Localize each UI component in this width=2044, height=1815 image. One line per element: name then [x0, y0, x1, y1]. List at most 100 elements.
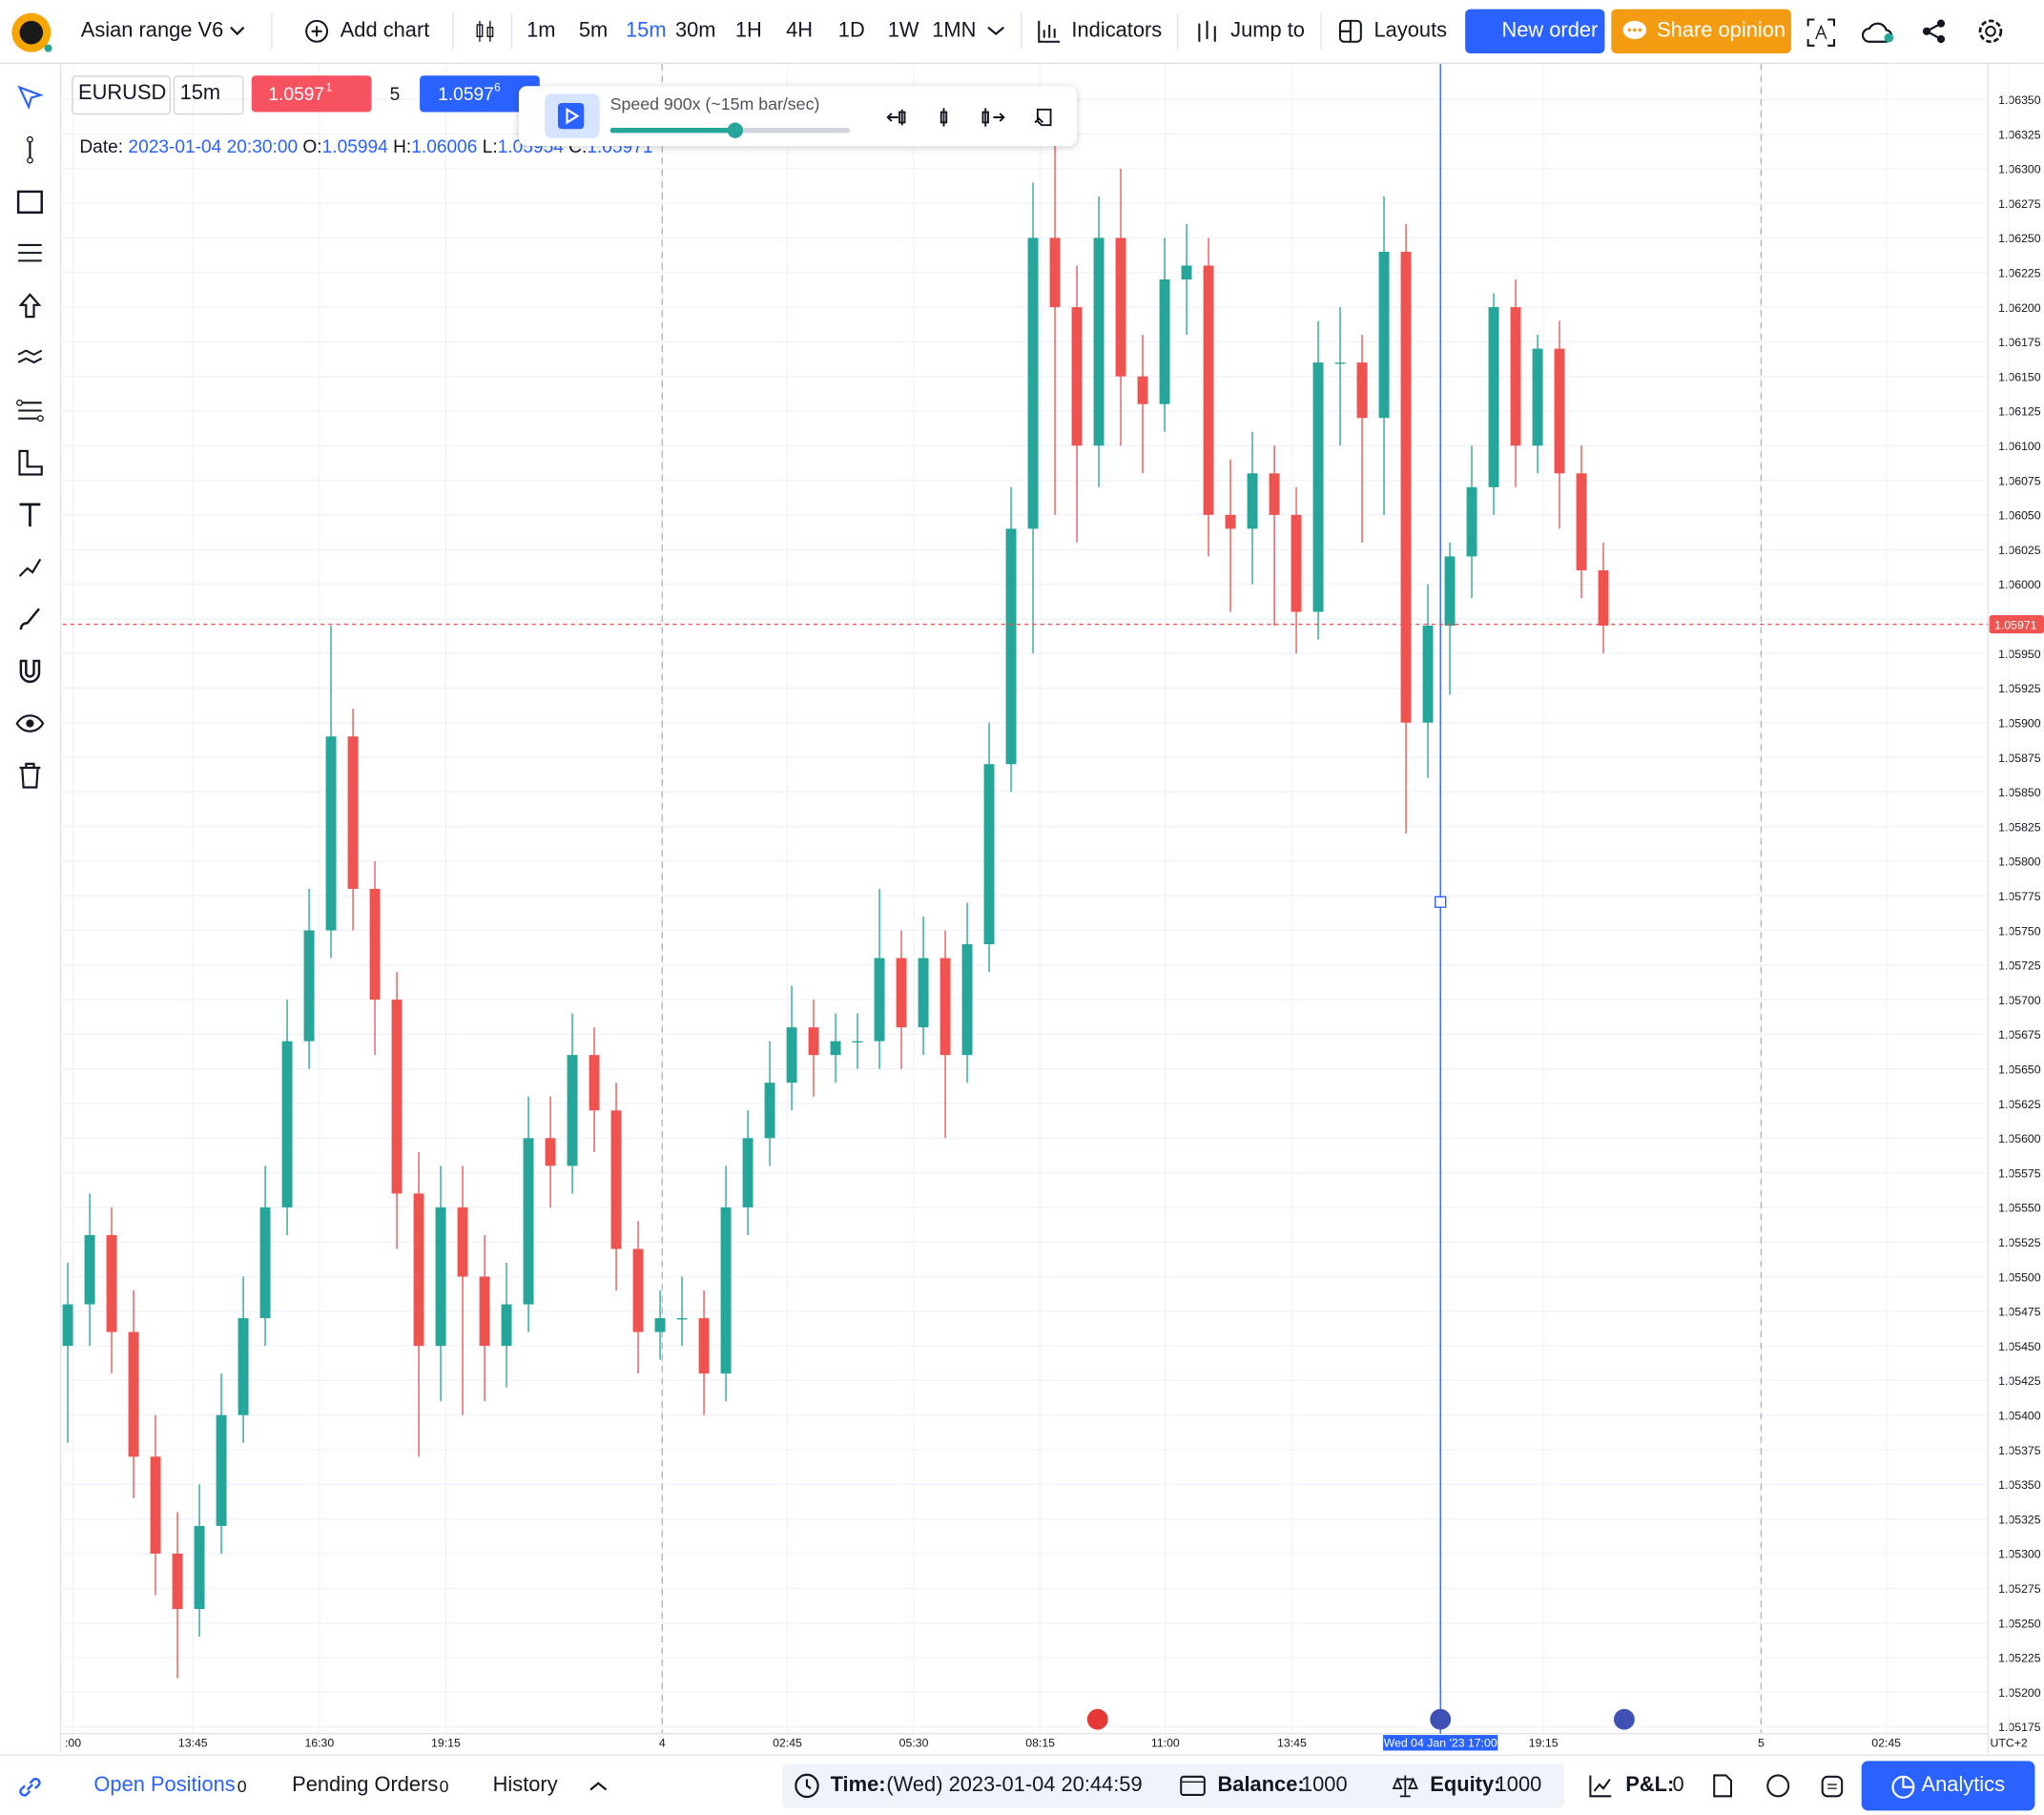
path-tool[interactable]: [15, 552, 44, 581]
equity-label: Equity:: [1430, 1774, 1501, 1797]
candle-body: [939, 958, 951, 1056]
layout-name[interactable]: Asian range V6: [80, 19, 224, 42]
cloud-icon[interactable]: [1861, 18, 1896, 44]
timeframe[interactable]: 15m: [626, 19, 667, 42]
ask[interactable]: 1.0597: [438, 83, 494, 105]
candle-body: [325, 736, 337, 931]
timeframe[interactable]: 1W: [887, 19, 919, 42]
candle-body: [1290, 514, 1302, 612]
x-tick-label: 5: [1758, 1736, 1765, 1749]
y-tick-label: 1.05700: [1998, 994, 2041, 1007]
candle-body: [786, 1027, 797, 1083]
panel-icons[interactable]: [1710, 1773, 1853, 1799]
label: Date:: [79, 135, 124, 157]
current-price-tag: [1989, 615, 2044, 634]
interval[interactable]: 15m: [179, 82, 221, 105]
trash-tool[interactable]: [15, 761, 44, 790]
measure-tool[interactable]: [15, 448, 44, 477]
sell-button[interactable]: [251, 75, 372, 113]
scale-icon: [1392, 1775, 1418, 1798]
candle-body: [523, 1138, 534, 1305]
add-chart[interactable]: Add chart: [340, 19, 430, 42]
ask-pip[interactable]: 6: [493, 80, 501, 94]
y-tick-label: 1.05550: [1998, 1202, 2041, 1215]
candle-body: [1444, 556, 1456, 627]
y-tick-label: 1.06350: [1998, 93, 2041, 107]
magnet-tool[interactable]: [15, 657, 44, 686]
timeframe[interactable]: 1MN: [932, 19, 977, 42]
new-order-button[interactable]: [1465, 9, 1605, 54]
timeframe[interactable]: 4H: [786, 19, 814, 42]
analytics-button[interactable]: [1861, 1761, 2035, 1811]
collapse-icon[interactable]: [589, 1781, 608, 1791]
candle-body: [1137, 376, 1148, 404]
rectangle-tool[interactable]: [15, 188, 44, 217]
y-tick-label: 1.06075: [1998, 474, 2041, 487]
y-tick-label: 1.05175: [1998, 1721, 2041, 1734]
speed-handle[interactable]: [727, 122, 744, 138]
brush-tool[interactable]: [15, 605, 44, 633]
candle-body: [961, 944, 973, 1056]
symbol[interactable]: EURUSD: [78, 82, 167, 105]
pnl-label: P&L:: [1625, 1774, 1675, 1797]
link-icon[interactable]: [15, 1773, 44, 1802]
bid[interactable]: 1.0597: [268, 83, 325, 105]
label: O:: [302, 135, 322, 157]
layouts[interactable]: Layouts: [1373, 19, 1448, 42]
indicators[interactable]: Indicators: [1071, 19, 1163, 42]
analytics-icon[interactable]: [1890, 1774, 1916, 1800]
timeframe[interactable]: 1H: [734, 19, 762, 42]
history[interactable]: History: [492, 1774, 558, 1797]
x-tick-label: 16:30: [304, 1736, 334, 1749]
play-icon[interactable]: [557, 102, 586, 131]
timeframe[interactable]: 5m: [578, 19, 609, 42]
symbol-box[interactable]: [72, 75, 172, 115]
channel-tool[interactable]: [15, 396, 44, 424]
share-icon[interactable]: [1922, 18, 1948, 44]
cursor-tool[interactable]: [15, 83, 44, 112]
y-tick-label: 1.06250: [1998, 232, 2041, 245]
text-tool[interactable]: [15, 501, 44, 529]
replay-controls[interactable]: [884, 104, 1066, 130]
candle-icon[interactable]: [474, 20, 495, 44]
candle-body: [1093, 237, 1105, 446]
arrow-tool[interactable]: [15, 292, 44, 320]
pending-orders-count: 0: [439, 1776, 449, 1797]
timeframe[interactable]: 30m: [674, 19, 716, 42]
eye-tool[interactable]: [15, 709, 45, 737]
candle-body: [62, 1304, 73, 1347]
analytics[interactable]: Analytics: [1921, 1774, 2006, 1797]
x-tick-label: 4: [659, 1736, 666, 1749]
open-positions[interactable]: Open Positions: [93, 1774, 236, 1797]
label: L:: [482, 135, 498, 157]
interval-box[interactable]: [173, 75, 244, 115]
separator: [1021, 12, 1022, 50]
candle-body: [918, 958, 929, 1028]
pattern-tool[interactable]: [15, 344, 44, 373]
open-positions-count: 0: [237, 1776, 247, 1797]
screenshot-icon[interactable]: [1807, 18, 1835, 47]
y-tick-label: 1.05525: [1998, 1236, 2041, 1249]
candle-body: [1115, 237, 1126, 377]
add-icon: [305, 19, 329, 43]
candle-body: [1356, 362, 1368, 419]
settings-icon[interactable]: [1976, 17, 2005, 46]
speed-fill: [609, 127, 738, 134]
candle-body: [1488, 307, 1499, 487]
fib-tool[interactable]: [15, 239, 44, 268]
candle-body: [1510, 307, 1521, 446]
candle-body: [413, 1193, 424, 1347]
new-order[interactable]: New order: [1501, 19, 1599, 42]
candle-body: [698, 1318, 710, 1374]
jump-to[interactable]: Jump to: [1230, 19, 1305, 42]
line-tool[interactable]: [15, 135, 44, 164]
timeframe[interactable]: 1D: [837, 19, 865, 42]
jump-icon: [1198, 20, 1216, 42]
bid-pip[interactable]: 1: [325, 80, 333, 94]
timeframe[interactable]: 1m: [526, 19, 556, 42]
share-opinion[interactable]: Share opinion: [1657, 19, 1786, 42]
pending-orders[interactable]: Pending Orders: [292, 1774, 439, 1797]
drawing-toolbar: [0, 62, 62, 1752]
candle-body: [457, 1207, 468, 1277]
